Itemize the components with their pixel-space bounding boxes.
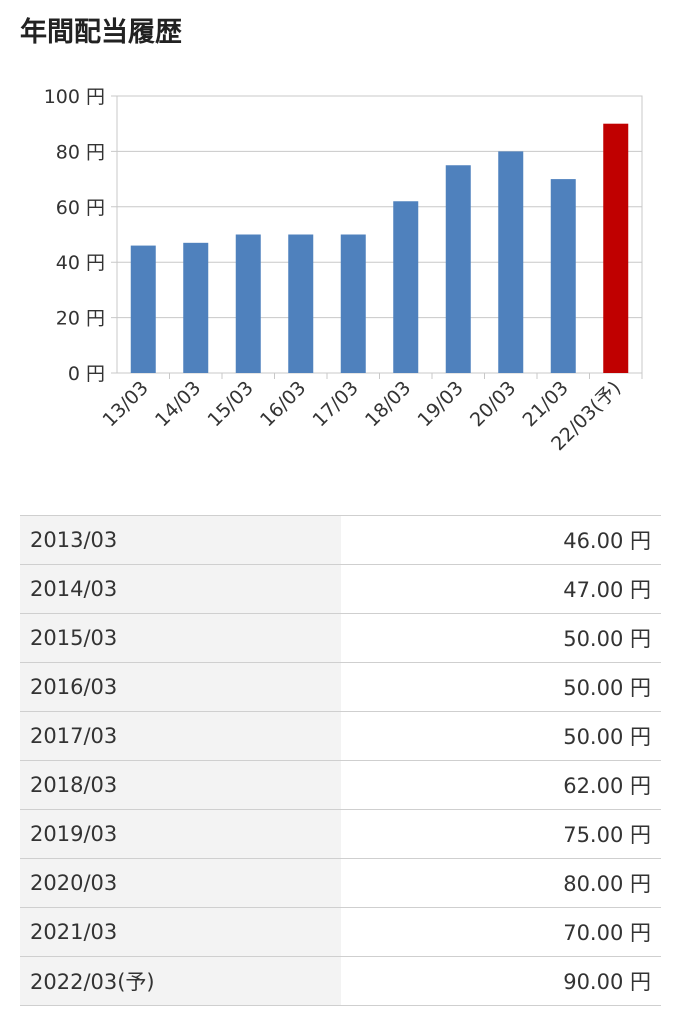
table-row: 2018/03 62.00 円 (20, 760, 661, 810)
table-row: 2019/03 75.00 円 (20, 809, 661, 859)
period-cell: 2016/03 (20, 662, 341, 712)
x-tick-label: 20/03 (466, 377, 520, 431)
bar (550, 179, 576, 373)
bar (183, 242, 209, 373)
y-tick-label: 80 円 (56, 141, 105, 163)
bar (393, 201, 419, 373)
bar (130, 245, 156, 373)
table-row: 2022/03(予) 90.00 円 (20, 956, 661, 1006)
y-tick-label: 40 円 (56, 252, 105, 274)
period-cell: 2014/03 (20, 564, 341, 614)
x-tick-label: 15/03 (204, 377, 258, 431)
y-tick-label: 100 円 (44, 86, 105, 108)
table-row: 2013/03 46.00 円 (20, 515, 661, 565)
table-row: 2021/03 70.00 円 (20, 907, 661, 957)
table-row: 2015/03 50.00 円 (20, 613, 661, 663)
dividend-table: 2013/03 46.00 円 2014/03 47.00 円 2015/03 … (20, 515, 661, 1006)
dividend-cell: 47.00 円 (341, 564, 661, 614)
dividend-cell: 50.00 円 (341, 613, 661, 663)
bar (288, 234, 314, 373)
period-cell: 2022/03(予) (20, 956, 341, 1006)
period-cell: 2018/03 (20, 760, 341, 810)
x-tick-label: 18/03 (361, 377, 415, 431)
x-tick-label: 14/03 (151, 377, 205, 431)
bar (603, 123, 629, 373)
period-cell: 2021/03 (20, 907, 341, 957)
x-tick-label: 19/03 (414, 377, 468, 431)
page-title: 年間配当履歴 (20, 17, 182, 48)
dividend-cell: 75.00 円 (341, 809, 661, 859)
dividend-cell: 70.00 円 (341, 907, 661, 957)
dividend-cell: 62.00 円 (341, 760, 661, 810)
table-row: 2016/03 50.00 円 (20, 662, 661, 712)
table-row: 2020/03 80.00 円 (20, 858, 661, 908)
period-cell: 2017/03 (20, 711, 341, 761)
y-tick-label: 0 円 (68, 363, 105, 385)
y-tick-label: 60 円 (56, 197, 105, 219)
dividend-cell: 50.00 円 (341, 711, 661, 761)
table-row: 2017/03 50.00 円 (20, 711, 661, 761)
period-cell: 2020/03 (20, 858, 341, 908)
x-tick-label: 16/03 (256, 377, 310, 431)
period-cell: 2015/03 (20, 613, 341, 663)
x-tick-label: 17/03 (309, 377, 363, 431)
y-tick-label: 20 円 (56, 308, 105, 330)
dividend-cell: 80.00 円 (341, 858, 661, 908)
x-tick-label: 13/03 (99, 377, 153, 431)
dividend-cell: 90.00 円 (341, 956, 661, 1006)
bar (498, 151, 524, 373)
period-cell: 2019/03 (20, 809, 341, 859)
dividend-cell: 50.00 円 (341, 662, 661, 712)
dividend-cell: 46.00 円 (341, 515, 661, 565)
period-cell: 2013/03 (20, 515, 341, 565)
bar (235, 234, 261, 373)
bar (445, 165, 471, 373)
table-row: 2014/03 47.00 円 (20, 564, 661, 614)
bar (340, 234, 366, 373)
